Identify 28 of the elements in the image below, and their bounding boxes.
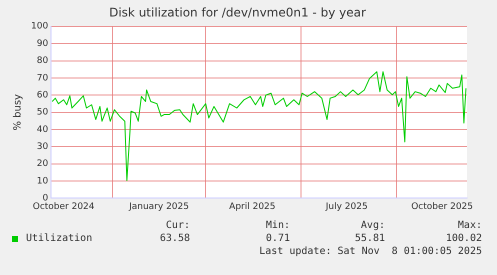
x-tick-label: January 2025 <box>128 202 189 212</box>
y-tick-label: 70 <box>36 73 48 84</box>
text: Cur: <box>166 220 190 231</box>
y-axis-title: % busy <box>12 94 24 131</box>
y-tick-label: 80 <box>36 56 48 66</box>
chart-title: Disk utilization for /dev/nvme0n1 - by year <box>109 5 366 20</box>
y-tick-label: 30 <box>36 142 48 152</box>
x-tick-label: October 2025 <box>411 202 474 212</box>
y-tick-label: 20 <box>36 159 48 170</box>
y-tick-label: 10 <box>36 176 48 186</box>
y-tick-label: 100 <box>30 22 48 32</box>
legend-label: Utilization <box>26 233 92 244</box>
y-tick-label: 40 <box>36 124 48 135</box>
text: 0.71 <box>266 233 290 244</box>
text: Last update: Sat Nov 8 01:00:05 2025 <box>259 246 482 257</box>
text: 55.81 <box>354 233 385 244</box>
text: 63.58 <box>160 233 190 244</box>
y-tick-label: 60 <box>36 90 48 100</box>
text: Avg: <box>360 220 385 231</box>
y-tick-label: 90 <box>36 38 48 49</box>
y-tick-label: 0 <box>42 194 48 204</box>
text: Max: <box>458 220 482 231</box>
x-tick-label: April 2025 <box>229 202 276 212</box>
x-tick-label: October 2024 <box>32 202 95 212</box>
text: 100.02 <box>446 233 482 244</box>
text: Min: <box>266 220 290 231</box>
y-tick-label: 50 <box>36 108 48 118</box>
x-tick-label: July 2025 <box>324 202 368 212</box>
